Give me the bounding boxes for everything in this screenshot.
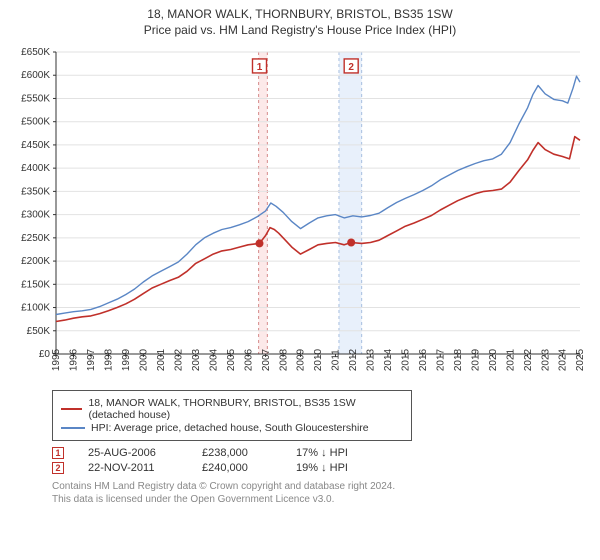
legend-label: HPI: Average price, detached house, Sout… [91, 422, 369, 434]
svg-text:2012: 2012 [348, 349, 359, 372]
event-date: 22-NOV-2011 [88, 462, 178, 474]
svg-text:2020: 2020 [488, 349, 499, 372]
event-marker-icon: 2 [52, 462, 64, 474]
credit: Contains HM Land Registry data © Crown c… [52, 480, 588, 506]
svg-text:£350K: £350K [21, 187, 50, 198]
svg-text:2008: 2008 [278, 349, 289, 372]
svg-text:2001: 2001 [156, 349, 167, 372]
svg-text:2015: 2015 [401, 349, 412, 372]
svg-text:2014: 2014 [383, 349, 394, 372]
svg-text:2021: 2021 [505, 349, 516, 372]
svg-text:1999: 1999 [121, 349, 132, 372]
svg-text:£250K: £250K [21, 233, 50, 244]
legend-item: 18, MANOR WALK, THORNBURY, BRISTOL, BS35… [61, 397, 403, 421]
svg-text:£50K: £50K [27, 326, 51, 337]
event-row: 1 25-AUG-2006 £238,000 17% ↓ HPI [52, 447, 588, 459]
svg-text:£300K: £300K [21, 210, 50, 221]
svg-text:2017: 2017 [435, 349, 446, 372]
svg-text:£400K: £400K [21, 164, 50, 175]
chart-area: £0 £50K £100K £150K £200K £250K £300K £350K £400… [12, 44, 588, 384]
svg-text:£600K: £600K [21, 71, 50, 82]
svg-text:1995: 1995 [51, 349, 62, 372]
event-diff: 19% ↓ HPI [296, 462, 376, 474]
svg-text:1996: 1996 [69, 349, 80, 372]
svg-text:£550K: £550K [21, 94, 50, 105]
figure-container: 18, MANOR WALK, THORNBURY, BRISTOL, BS35… [0, 0, 600, 560]
svg-text:1998: 1998 [104, 349, 115, 372]
svg-text:2000: 2000 [139, 349, 150, 372]
svg-text:2013: 2013 [366, 349, 377, 372]
svg-text:2: 2 [348, 62, 354, 73]
svg-text:2019: 2019 [470, 349, 481, 372]
svg-text:2011: 2011 [331, 349, 342, 371]
svg-text:2006: 2006 [243, 349, 254, 372]
svg-text:2022: 2022 [523, 349, 534, 372]
svg-text:2010: 2010 [313, 349, 324, 372]
svg-text:£500K: £500K [21, 117, 50, 128]
title-sub: Price paid vs. HM Land Registry's House … [12, 22, 588, 38]
svg-text:2005: 2005 [226, 349, 237, 372]
event-price: £238,000 [202, 447, 272, 459]
svg-text:2003: 2003 [191, 349, 202, 372]
legend: 18, MANOR WALK, THORNBURY, BRISTOL, BS35… [52, 390, 412, 441]
legend-item: HPI: Average price, detached house, Sout… [61, 422, 403, 434]
svg-text:2025: 2025 [575, 349, 586, 372]
event-row: 2 22-NOV-2011 £240,000 19% ↓ HPI [52, 462, 588, 474]
titles: 18, MANOR WALK, THORNBURY, BRISTOL, BS35… [12, 6, 588, 38]
svg-text:£100K: £100K [21, 303, 50, 314]
svg-text:2007: 2007 [261, 349, 272, 372]
svg-text:2024: 2024 [558, 349, 569, 372]
svg-text:£200K: £200K [21, 256, 50, 267]
svg-text:£0: £0 [39, 349, 51, 360]
credit-line: Contains HM Land Registry data © Crown c… [52, 480, 588, 493]
events-table: 1 25-AUG-2006 £238,000 17% ↓ HPI 2 22-NO… [52, 447, 588, 474]
title-main: 18, MANOR WALK, THORNBURY, BRISTOL, BS35… [12, 6, 588, 22]
svg-text:£150K: £150K [21, 280, 50, 291]
legend-swatch [61, 427, 85, 429]
svg-text:2023: 2023 [540, 349, 551, 372]
event-date: 25-AUG-2006 [88, 447, 178, 459]
event-diff: 17% ↓ HPI [296, 447, 376, 459]
svg-text:2009: 2009 [296, 349, 307, 372]
legend-swatch [61, 408, 82, 410]
event-price: £240,000 [202, 462, 272, 474]
svg-text:1997: 1997 [86, 349, 97, 372]
svg-text:1: 1 [257, 62, 263, 73]
price-chart: £0 £50K £100K £150K £200K £250K £300K £350K £400… [12, 44, 588, 384]
svg-text:2018: 2018 [453, 349, 464, 372]
legend-label: 18, MANOR WALK, THORNBURY, BRISTOL, BS35… [88, 397, 403, 421]
svg-text:2016: 2016 [418, 349, 429, 372]
svg-text:2004: 2004 [208, 349, 219, 372]
svg-text:2002: 2002 [173, 349, 184, 372]
svg-text:£650K: £650K [21, 47, 50, 58]
event-marker-icon: 1 [52, 447, 64, 459]
credit-line: This data is licensed under the Open Gov… [52, 493, 588, 506]
svg-text:£450K: £450K [21, 140, 50, 151]
